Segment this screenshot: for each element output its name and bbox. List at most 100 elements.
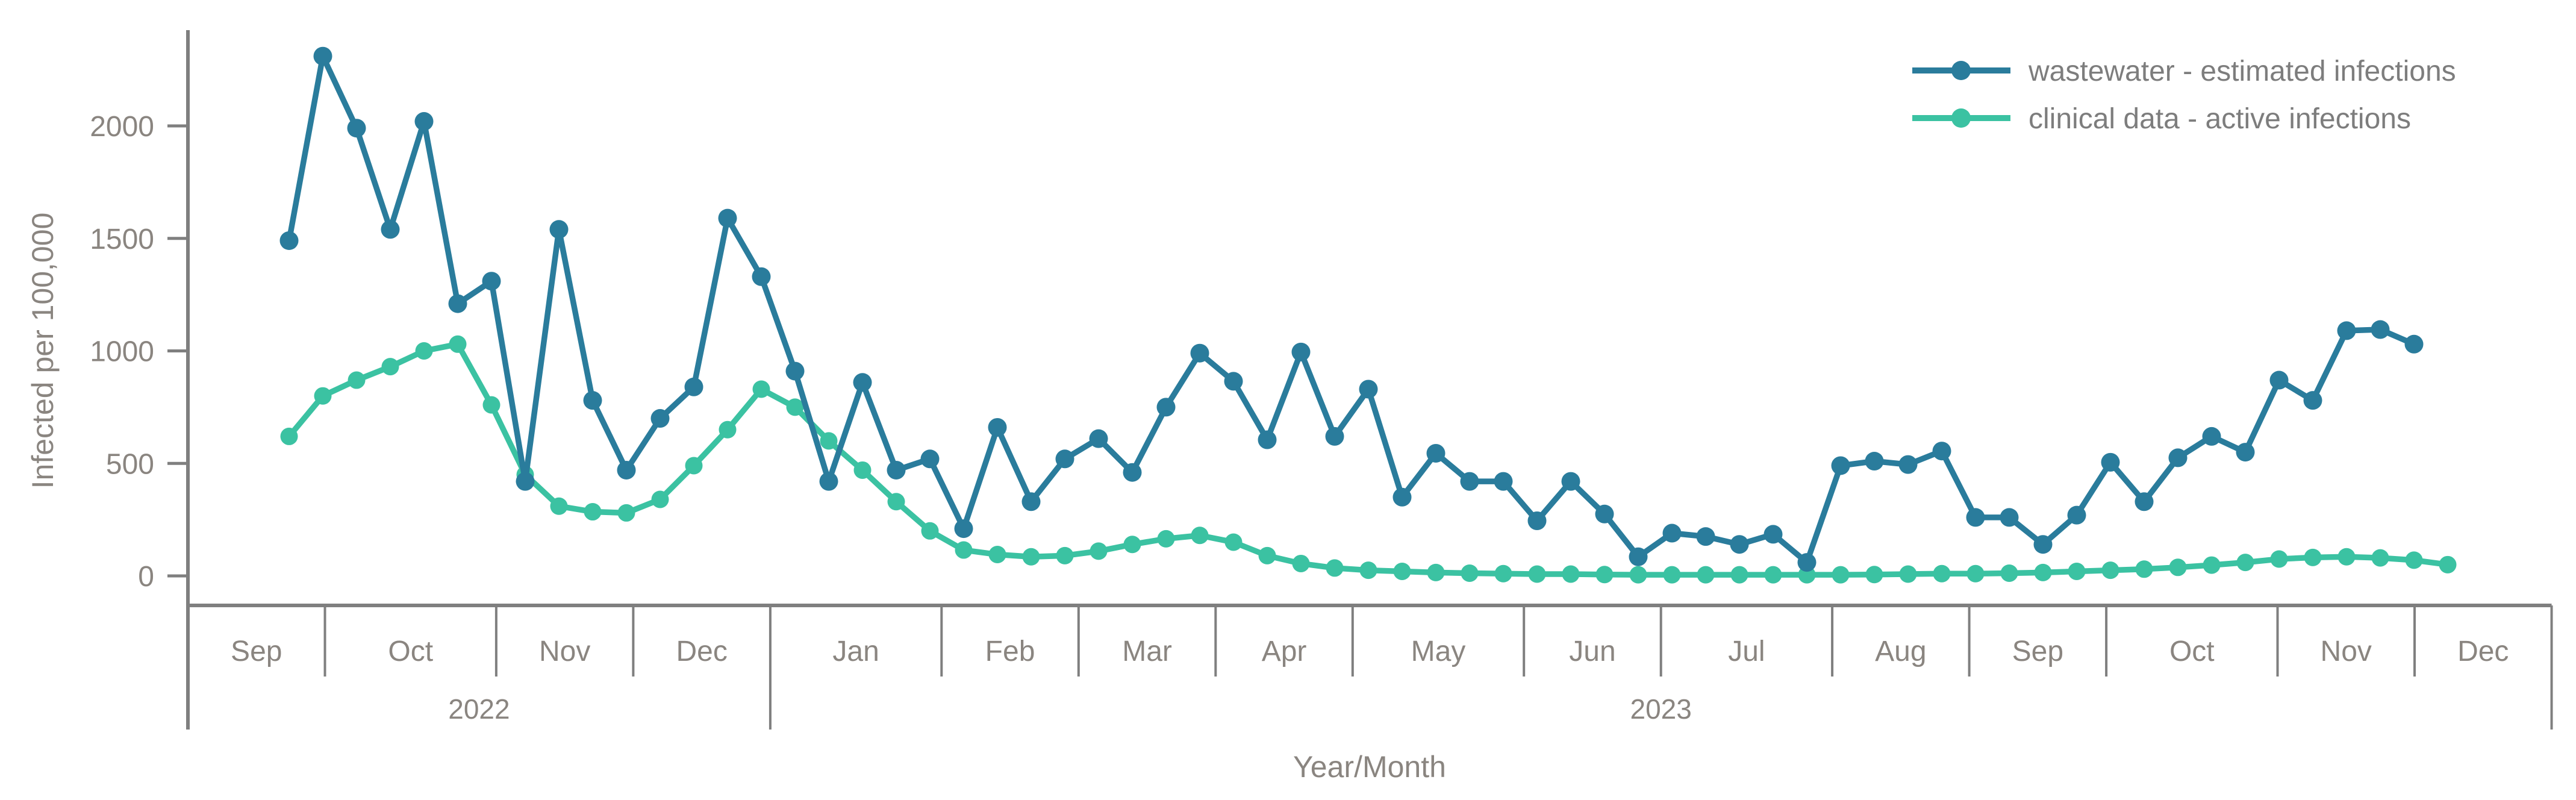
wastewater-data-point	[1055, 449, 1074, 469]
wastewater-data-point	[785, 361, 805, 381]
wastewater-data-point	[313, 46, 332, 66]
y-axis-title: Infected per 100,000	[26, 213, 60, 489]
year-label-2023: 2023	[1630, 693, 1692, 725]
clinical-data-point	[2101, 561, 2119, 580]
y-axis-tick-label: 2000	[90, 111, 154, 143]
clinical-data-point	[1461, 564, 1479, 583]
clinical-data-point	[584, 503, 602, 521]
clinical-data-point	[1191, 527, 1209, 545]
month-label-jun-2023: Jun	[1569, 636, 1615, 667]
clinical-data-point	[1123, 536, 1141, 554]
clinical-data-point	[2000, 564, 2018, 583]
wastewater-data-point	[1797, 553, 1817, 572]
wastewater-data-point	[1089, 429, 1108, 448]
clinical-data-point	[1224, 533, 1243, 551]
clinical-data-point	[786, 398, 804, 416]
wastewater-data-point	[1629, 547, 1648, 566]
wastewater-data-point	[988, 417, 1007, 437]
wastewater-data-point	[1325, 427, 1344, 446]
month-label-oct-2022: Oct	[388, 636, 433, 667]
wastewater-data-point	[516, 472, 535, 491]
wastewater-data-point	[1426, 443, 1445, 463]
wastewater-data-point	[1865, 452, 1884, 471]
clinical-data-point	[1899, 565, 1917, 583]
clinical-data-point	[1393, 563, 1411, 581]
clinical-data-point	[2034, 563, 2052, 581]
wastewater-data-point	[718, 208, 737, 228]
wastewater-data-point	[2033, 535, 2053, 554]
month-label-mar-2023: Mar	[1122, 636, 1172, 667]
wastewater-data-point	[1730, 535, 1749, 554]
wastewater-data-point	[1595, 504, 1614, 523]
wastewater-data-point	[617, 460, 636, 480]
x-axis-title: Year/Month	[1293, 750, 1446, 784]
clinical-data-point	[921, 522, 939, 540]
month-label-dec-2022: Dec	[676, 636, 727, 667]
month-label-nov-2023: Nov	[2321, 636, 2372, 667]
clinical-data-point	[415, 342, 433, 360]
clinical-data-point	[449, 335, 467, 353]
clinical-data-point	[482, 396, 501, 414]
clinical-data-point	[1056, 546, 1074, 564]
clinical-data-point	[887, 493, 905, 511]
clinical-data-point	[955, 541, 973, 559]
wastewater-data-point	[2101, 452, 2120, 472]
clinical-data-point	[1258, 546, 1276, 564]
clinical-data-point	[2068, 563, 2086, 581]
month-label-jan-2023: Jan	[832, 636, 879, 667]
clinical-data-point	[2371, 549, 2389, 567]
wastewater-data-point	[1764, 525, 1783, 544]
year-label-2022: 2022	[448, 693, 510, 725]
y-axis-tick-label: 0	[138, 561, 154, 593]
clinical-data-point	[550, 497, 568, 515]
wastewater-data-point	[887, 460, 906, 480]
clinical-data-point	[2135, 560, 2153, 578]
clinical-data-point	[1865, 566, 1883, 584]
clinical-data-point	[685, 457, 703, 475]
clinical-series-line	[286, 341, 2451, 578]
legend-swatch-dot	[1951, 61, 1971, 80]
clinical-data-point	[1427, 563, 1445, 581]
wastewater-data-point	[2236, 443, 2255, 462]
wastewater-data-point	[347, 119, 366, 138]
clinical-data-point	[752, 380, 770, 398]
clinical-data-point	[1933, 564, 1951, 583]
wastewater-data-point	[2371, 320, 2390, 339]
wastewater-data-point	[381, 220, 400, 239]
month-label-feb-2023: Feb	[985, 636, 1035, 667]
wastewater-data-point	[920, 449, 940, 469]
month-label-aug-2023: Aug	[1875, 636, 1926, 667]
wastewater-data-point	[1662, 523, 1682, 543]
clinical-data-point	[1629, 566, 1647, 584]
wastewater-data-point	[2067, 505, 2086, 525]
clinical-data-point	[280, 427, 298, 445]
wastewater-data-point	[1898, 455, 1918, 474]
clinical-data-point	[1595, 566, 1614, 584]
clinical-data-point	[719, 420, 737, 439]
y-axis-tick-label: 500	[106, 448, 154, 480]
wastewater-data-point	[1156, 398, 1176, 417]
legend-swatch-dot	[1951, 108, 1971, 128]
clinical-data-point	[2405, 551, 2423, 569]
legend-label-clinical: clinical data - active infections	[2029, 103, 2411, 135]
wastewater-data-point	[2269, 370, 2289, 390]
wastewater-data-point	[1561, 472, 1580, 491]
month-label-dec-2023: Dec	[2457, 636, 2509, 667]
wastewater-data-point	[1123, 463, 1142, 482]
wastewater-data-point	[1831, 456, 1850, 475]
wastewater-data-point	[1258, 430, 1277, 449]
clinical-data-point	[2203, 556, 2221, 574]
wastewater-data-point	[1291, 342, 1311, 361]
wastewater-data-point	[1696, 527, 1715, 546]
month-label-apr-2023: Apr	[1262, 636, 1307, 667]
wastewater-data-point	[2303, 391, 2322, 410]
wastewater-data-point	[448, 294, 467, 313]
clinical-data-point	[1359, 561, 1377, 580]
month-label-sep-2023: Sep	[2012, 636, 2063, 667]
chart-generated-content: 0 500 1000 1500 2000 Sep Oct Nov Dec Jan Feb Mar Apr…	[90, 30, 2553, 730]
wastewater-data-point	[752, 267, 771, 286]
clinical-data-point	[1494, 564, 1512, 583]
wastewater-data-point	[414, 112, 434, 131]
clinical-data-point	[2169, 558, 2187, 577]
clinical-data-point	[853, 461, 872, 479]
